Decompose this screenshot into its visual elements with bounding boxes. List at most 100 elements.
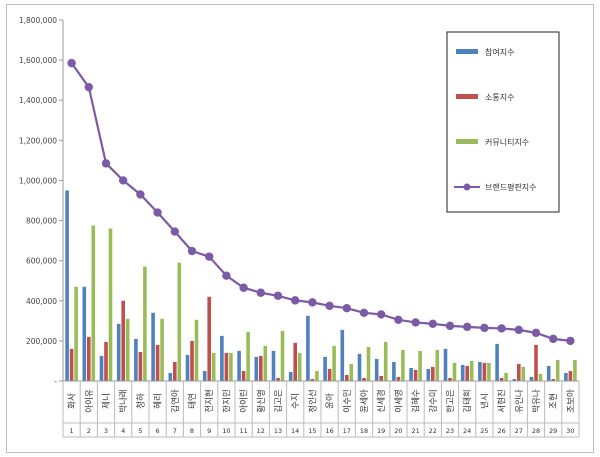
bar	[293, 342, 297, 381]
bar	[271, 350, 276, 381]
x-category-label: 김고은	[273, 389, 284, 413]
y-tick-label: 1,000,000	[19, 176, 57, 185]
x-rank-label: 26	[497, 427, 505, 435]
x-rank-label: 5	[138, 427, 142, 435]
bar	[327, 368, 332, 381]
x-category-label: 강수미	[428, 389, 439, 412]
bar	[568, 370, 573, 381]
bar	[573, 359, 577, 381]
x-rank-label: 2	[87, 427, 91, 435]
bar	[168, 372, 173, 381]
x-category-label: 조현	[549, 393, 559, 409]
x-category-label: 전지현	[204, 389, 215, 412]
bar	[413, 369, 418, 381]
bar	[499, 377, 504, 381]
line-point	[531, 328, 541, 338]
y-tick-label: 1,200,000	[19, 136, 57, 145]
bar	[443, 348, 448, 381]
y-tick-label: 1,600,000	[19, 56, 57, 65]
bar	[366, 346, 371, 381]
line-point	[445, 321, 455, 331]
bar	[211, 352, 216, 381]
x-rank-label: 22	[429, 427, 437, 435]
x-category-label: 윤아	[325, 393, 336, 409]
bar	[418, 350, 422, 381]
bar	[82, 286, 87, 381]
legend-swatch	[456, 139, 478, 144]
line-point	[153, 208, 162, 217]
line-point	[205, 252, 214, 261]
bar	[224, 352, 229, 381]
x-rank-label: 19	[377, 427, 385, 435]
legend-label: 커뮤니티지수	[485, 137, 529, 147]
bar	[69, 348, 74, 381]
x-category-label: 아이린	[239, 389, 250, 412]
bar	[297, 352, 302, 381]
line-point	[119, 176, 128, 185]
line-point	[549, 334, 558, 344]
line-point	[428, 319, 437, 329]
bar	[448, 377, 452, 381]
x-category-label: 조보아	[565, 389, 576, 413]
bar	[155, 344, 160, 381]
bar	[315, 370, 319, 381]
bar	[452, 362, 457, 381]
x-rank-label: 17	[343, 427, 351, 435]
bar	[487, 362, 491, 381]
x-rank-label: 3	[104, 427, 108, 435]
x-axis: 화사 1 아이유 2 제니 3 박나래 4 청하 5 혜리 6 김연아 7 태연 8 전지현 9 한지민 10 아이린 1…	[62, 380, 580, 438]
bar	[431, 366, 435, 381]
x-rank-label: 30	[566, 427, 574, 435]
bar	[259, 355, 263, 381]
y-tick-label: 200,000	[26, 337, 57, 346]
y-tick-label: 400,000	[26, 297, 57, 306]
x-category-label: 청하	[135, 393, 146, 409]
bar	[323, 356, 327, 381]
bar	[194, 319, 199, 381]
y-tick-label: 800,000	[26, 217, 57, 226]
bar	[504, 372, 508, 381]
line-point	[84, 82, 94, 92]
y-tick-label: 600,000	[26, 257, 57, 266]
bar	[374, 358, 379, 381]
bar	[143, 266, 147, 381]
x-category-label: 아이유	[84, 389, 95, 413]
bar	[349, 363, 354, 381]
bar	[340, 329, 345, 381]
bar	[332, 345, 336, 381]
bar	[104, 341, 108, 381]
bars	[65, 190, 577, 381]
x-category-label: 이수민	[342, 389, 353, 412]
bar	[254, 356, 259, 381]
bar	[202, 370, 207, 381]
bar	[517, 363, 521, 381]
bar	[465, 365, 469, 381]
bar	[246, 331, 250, 381]
x-category-label: 김태희	[462, 389, 473, 412]
x-rank-label: 23	[446, 427, 454, 435]
line-point	[411, 318, 420, 327]
x-rank-label: 8	[190, 427, 194, 435]
bar	[276, 377, 280, 381]
x-rank-label: 12	[257, 427, 265, 435]
line-point	[67, 58, 76, 68]
line-point	[377, 310, 386, 319]
x-rank-label: 1	[70, 427, 74, 435]
bar	[460, 364, 465, 381]
bar	[469, 360, 474, 381]
x-category-label: 김연아	[170, 389, 181, 413]
bar	[396, 376, 401, 381]
bar	[564, 372, 568, 381]
bar	[99, 355, 104, 381]
legend-swatch	[456, 49, 478, 54]
bar	[190, 340, 194, 381]
brand-index-line	[67, 58, 575, 346]
x-rank-label: 16	[325, 427, 333, 435]
line-point	[325, 301, 334, 310]
bar	[138, 351, 143, 381]
legend-label: 브랜드평판지수	[485, 182, 537, 192]
bar	[512, 378, 517, 381]
x-rank-label: 10	[222, 427, 230, 435]
x-rank-label: 21	[411, 427, 419, 435]
